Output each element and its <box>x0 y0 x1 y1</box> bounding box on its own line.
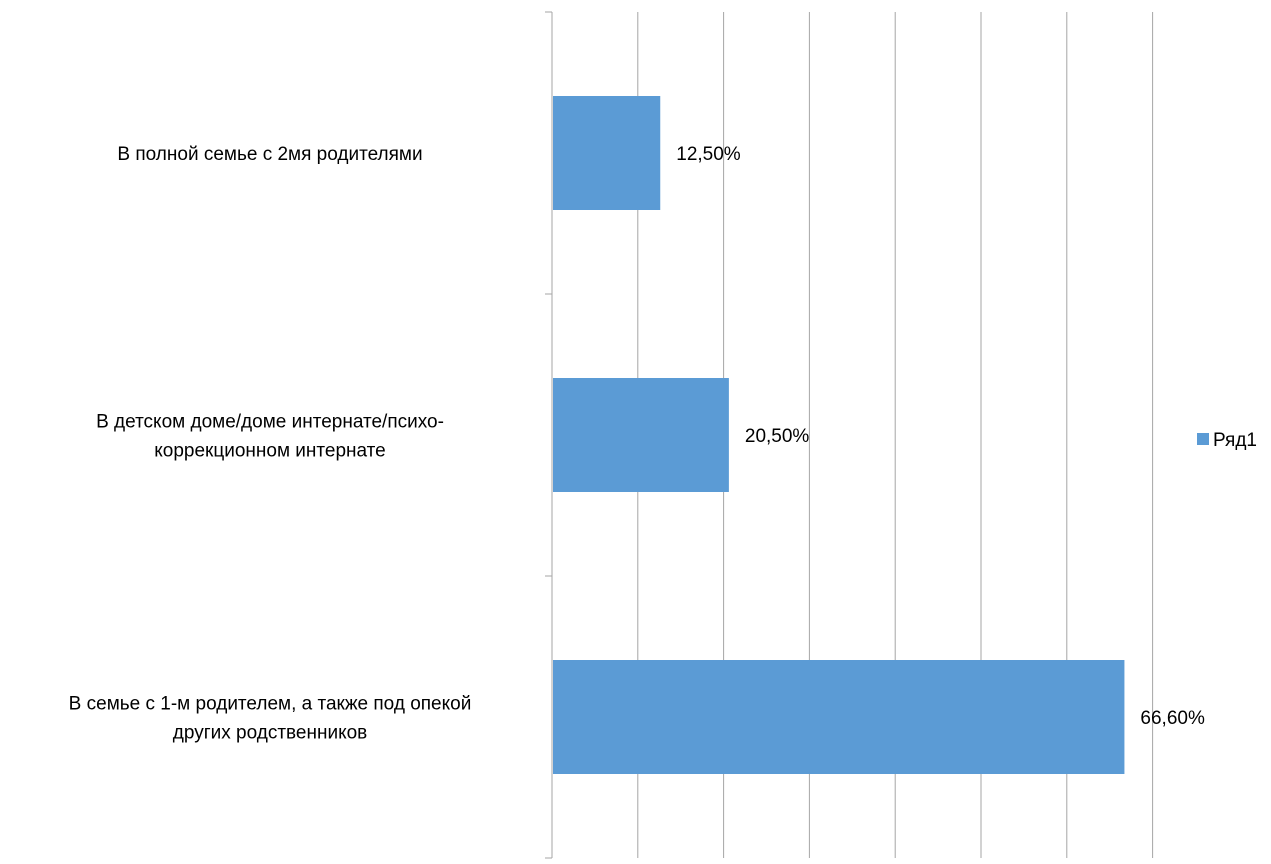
bars <box>553 96 1125 774</box>
bar-1 <box>553 96 661 210</box>
data-labels: 12,50% 20,50% 66,60% <box>676 144 1205 729</box>
category-label-2: В детском доме/доме интернате/психо-корр… <box>96 412 444 462</box>
category-label-3: В семье с 1-м родителем, а также под опе… <box>69 694 472 744</box>
legend-swatch-series-1 <box>1197 433 1209 445</box>
bar-3 <box>553 660 1125 774</box>
data-label-2: 20,50% <box>745 426 810 447</box>
category-label-3-line-1: В семье с 1-м родителем, а также под опе… <box>69 694 472 715</box>
category-label-1: В полной семье с 2мя родителями <box>117 144 422 165</box>
bar-2 <box>553 378 729 492</box>
data-label-3: 66,60% <box>1140 708 1205 729</box>
gridlines <box>637 12 1154 858</box>
category-label-3-line-2: других родственников <box>173 723 368 744</box>
category-labels: В полной семье с 2мя родителями В детском… <box>69 144 472 744</box>
legend: Ряд1 <box>1197 430 1257 451</box>
category-axis <box>545 11 553 859</box>
category-label-1-line-1: В полной семье с 2мя родителями <box>117 144 422 165</box>
category-label-2-line-1: В детском доме/доме интернате/психо- <box>96 412 444 433</box>
legend-label-series-1: Ряд1 <box>1213 430 1257 451</box>
category-label-2-line-2: коррекционном интернате <box>154 441 386 462</box>
data-label-1: 12,50% <box>676 144 741 165</box>
